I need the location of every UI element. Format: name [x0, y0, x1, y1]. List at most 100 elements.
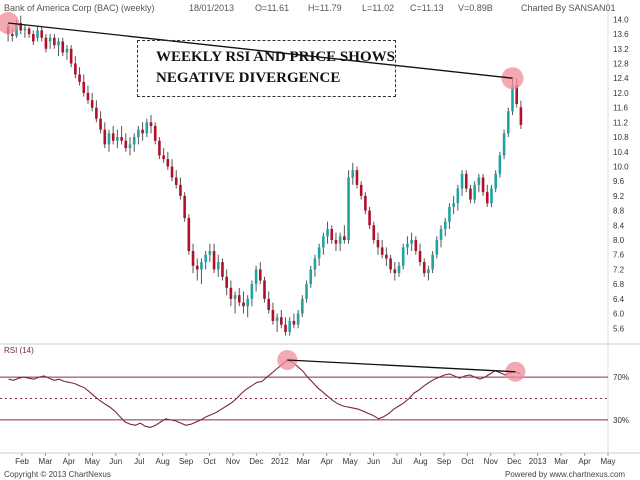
candle-body — [452, 203, 455, 207]
rsi-panel: RSI (14) 70% 30% — [0, 346, 629, 428]
x-tick-label: Apr — [320, 457, 333, 466]
candle-body — [456, 188, 460, 204]
candle — [494, 170, 497, 193]
candle-body — [322, 236, 325, 248]
x-tick-label: Feb — [15, 457, 29, 466]
candle — [355, 166, 359, 189]
candle-body — [351, 170, 355, 178]
candle — [23, 24, 27, 38]
candle-body — [233, 295, 237, 299]
price-tick-label: 7.6 — [613, 251, 625, 260]
candle — [103, 122, 107, 149]
candle-body — [204, 254, 207, 263]
candle — [364, 192, 367, 215]
candle — [322, 232, 325, 255]
candle — [221, 258, 224, 281]
candle — [431, 251, 434, 274]
candle-body — [208, 251, 212, 255]
candle-body — [242, 302, 245, 307]
price-tick-label: 14.0 — [613, 15, 629, 24]
candle — [343, 225, 346, 244]
candle — [153, 122, 157, 145]
candle — [481, 173, 485, 196]
candle — [397, 262, 401, 277]
x-tick-label: Jun — [367, 457, 380, 466]
candle-body — [11, 34, 14, 36]
candle — [334, 232, 338, 252]
candle-body — [246, 298, 249, 307]
candle-body — [145, 122, 149, 134]
candle-body — [250, 284, 254, 299]
x-tick-label: Oct — [203, 457, 216, 466]
candle — [284, 317, 287, 336]
candle-body — [460, 173, 464, 189]
candlestick-series — [6, 15, 523, 336]
candle — [166, 151, 170, 171]
candle-body — [137, 129, 140, 138]
candle — [393, 262, 397, 281]
candle-body — [170, 166, 174, 178]
candle-body — [254, 269, 258, 285]
candle — [128, 137, 132, 156]
annotation-line-2: NEGATIVE DIVERGENCE — [156, 70, 341, 86]
candle-body — [305, 284, 308, 299]
candle — [406, 236, 409, 255]
candle — [418, 243, 422, 266]
candle — [305, 280, 308, 303]
candle-body — [124, 140, 128, 149]
candle — [149, 114, 153, 134]
price-tick-label: 12.0 — [613, 89, 629, 98]
candle-body — [212, 251, 216, 270]
price-tick-label: 10.8 — [613, 133, 629, 142]
candle-body — [57, 41, 60, 46]
price-tick-label: 13.6 — [613, 30, 629, 39]
rsi-tick-label: 30% — [613, 416, 629, 425]
candle — [229, 280, 233, 307]
candle-body — [48, 37, 52, 42]
candle — [246, 295, 249, 318]
candle-body — [183, 195, 186, 218]
candle-body — [477, 177, 481, 185]
candle — [439, 225, 443, 248]
rsi-trendline — [287, 359, 516, 373]
candle-body — [519, 107, 523, 125]
candle — [288, 317, 292, 336]
candle-body — [225, 276, 228, 288]
candle — [469, 184, 472, 204]
candle-body — [36, 30, 39, 38]
candle — [275, 313, 279, 332]
candle-body — [464, 173, 468, 189]
candle — [380, 240, 384, 259]
candle — [267, 291, 271, 314]
candle-body — [86, 92, 90, 101]
candle — [351, 162, 355, 185]
candle — [477, 173, 481, 193]
candle — [90, 92, 94, 112]
candle — [237, 287, 241, 307]
candle — [99, 111, 102, 134]
candle-body — [267, 298, 271, 310]
candle-body — [120, 137, 123, 141]
candle — [456, 184, 460, 211]
candle-body — [103, 129, 107, 145]
x-tick-label: Jul — [134, 457, 144, 466]
candle — [292, 313, 296, 329]
candle — [208, 243, 212, 263]
candle — [40, 26, 44, 42]
candle — [254, 265, 258, 292]
candle-body — [258, 269, 262, 281]
candle — [78, 67, 81, 86]
candle — [401, 243, 405, 270]
candle-body — [132, 137, 136, 145]
candle — [132, 133, 136, 152]
low-value: L=11.02 — [362, 3, 395, 13]
x-tick-label: Aug — [413, 457, 427, 466]
candle-body — [498, 155, 502, 174]
candle-body — [116, 137, 119, 141]
time-axis: Feb Mar Apr May Jun Jul Aug Sep Oct Nov Dec 2012 Mar… — [15, 453, 616, 466]
candle — [162, 148, 165, 163]
divergence-annotation-box: WEEKLY RSI AND PRICE SHOWS NEGATIVE DIVE… — [137, 40, 396, 97]
x-tick-label: Jul — [392, 457, 402, 466]
candle-body — [355, 170, 359, 185]
